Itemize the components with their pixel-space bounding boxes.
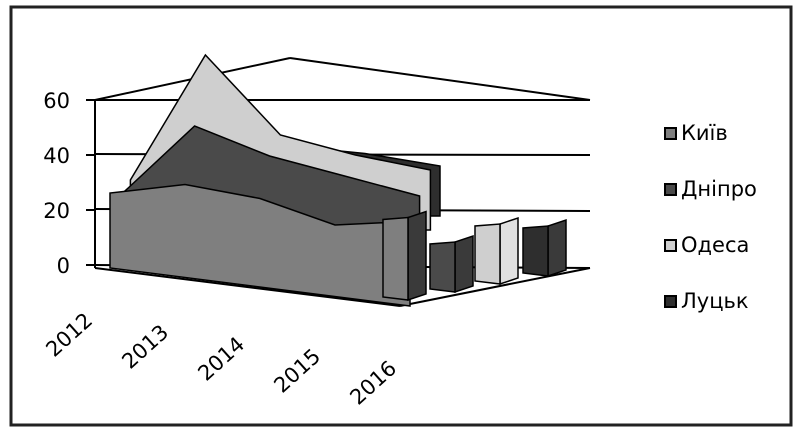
series-side-Луцьк	[522, 225, 549, 277]
series-back-layer	[118, 53, 441, 247]
series-depth-Київ	[407, 210, 427, 302]
series-side-Одеса	[474, 223, 501, 285]
floor-right-edge	[399, 267, 591, 307]
legend-label: Одеса	[681, 233, 750, 257]
gridline-top-b	[289, 57, 591, 101]
legend-item: Дніпро	[664, 174, 757, 204]
series-depth-Луцьк	[547, 218, 567, 278]
legend-item: Київ	[664, 118, 728, 148]
series-depth-Одеса	[499, 216, 519, 286]
legend-swatch	[664, 294, 677, 308]
legend-swatch	[664, 182, 677, 196]
legend-swatch	[664, 238, 677, 252]
y-tick-label: 0	[57, 254, 70, 278]
legend-item: Одеса	[664, 230, 749, 260]
legend-swatch	[664, 126, 677, 140]
series-side-Київ	[382, 216, 409, 301]
y-tick-label: 20	[43, 199, 70, 223]
x-axis	[94, 267, 401, 307]
series-side-Дніпро	[429, 241, 456, 293]
legend-item: Луцьк	[664, 286, 749, 316]
legend-label: Київ	[681, 121, 728, 145]
legend-label: Дніпро	[681, 177, 757, 201]
y-tick-label: 40	[43, 144, 70, 168]
legend-label: Луцьк	[681, 289, 749, 313]
series-depth-layer	[382, 210, 567, 302]
y-tick-label: 60	[43, 89, 70, 113]
y-tick-labels: 0 20 40 60	[43, 89, 95, 278]
series-depth-Дніпро	[454, 234, 474, 294]
